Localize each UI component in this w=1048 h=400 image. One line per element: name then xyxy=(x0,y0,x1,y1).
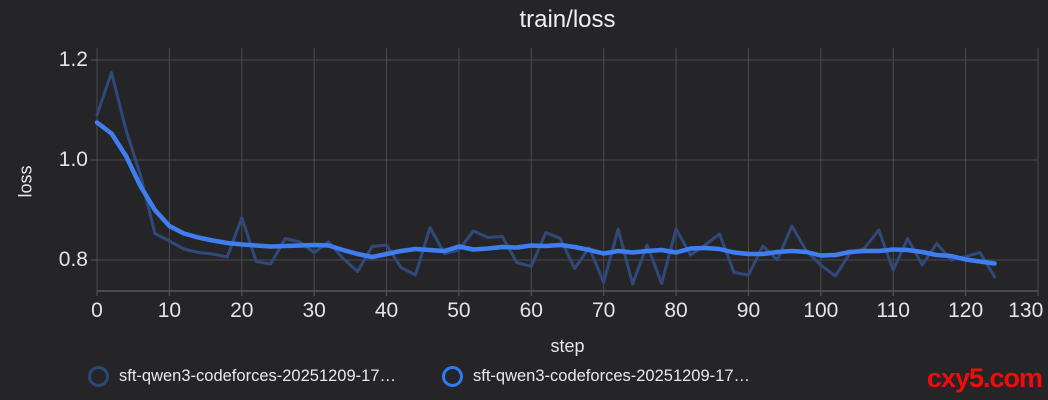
legend-circle-icon xyxy=(442,366,463,387)
x-tick-label: 10 xyxy=(157,299,182,322)
x-tick-label: 40 xyxy=(374,299,399,322)
legend-label: sft-qwen3-codeforces-20251209-17… xyxy=(119,367,396,385)
raw-loss-line xyxy=(95,71,997,286)
x-tick-label: 120 xyxy=(948,299,984,322)
x-tick-label: 50 xyxy=(447,299,471,322)
y-tick-label: 1.0 xyxy=(58,148,88,171)
legend-item-1[interactable]: sft-qwen3-codeforces-20251209-17… xyxy=(88,366,396,387)
x-tick-label: 30 xyxy=(302,299,326,322)
smoothed-loss-line xyxy=(94,120,997,266)
legend-circle-icon xyxy=(88,366,109,387)
x-tick-label: 80 xyxy=(664,299,688,322)
legend-label: sft-qwen3-codeforces-20251209-17… xyxy=(473,367,750,385)
legend: sft-qwen3-codeforces-20251209-17… sft-qwe… xyxy=(88,366,750,387)
x-tick-label: 0 xyxy=(91,299,103,322)
x-axis-title: step xyxy=(550,336,585,356)
x-tick-label: 110 xyxy=(876,299,910,322)
y-axis-title: loss xyxy=(15,165,36,198)
x-tick-label: 100 xyxy=(803,299,839,322)
watermark: cxy5.com xyxy=(926,363,1043,393)
x-tick-label: 20 xyxy=(230,299,254,322)
plot-area[interactable] xyxy=(91,48,1039,296)
x-tick-label: 70 xyxy=(592,299,616,322)
legend-item-2[interactable]: sft-qwen3-codeforces-20251209-17… xyxy=(442,366,750,387)
x-tick-label: 60 xyxy=(519,299,543,322)
chart-title: train/loss xyxy=(519,6,616,33)
y-tick-label: 0.8 xyxy=(58,248,88,271)
x-tick-label: 130 xyxy=(1008,299,1044,322)
x-tick-label: 90 xyxy=(736,299,761,322)
y-tick-label: 1.2 xyxy=(58,48,88,71)
